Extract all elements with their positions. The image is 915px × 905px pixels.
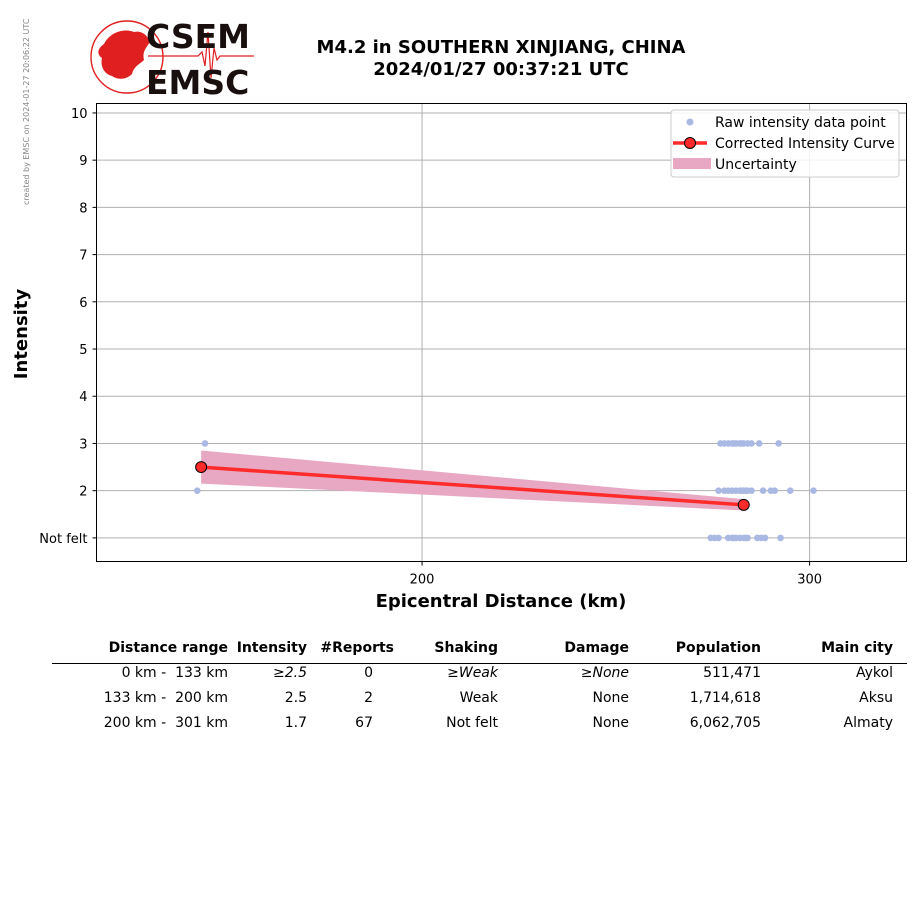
y-tick-label: 8 [79, 201, 87, 216]
cell-shaking: Not felt [446, 715, 498, 731]
cell-range: 200 km - 301 km [103, 715, 228, 731]
header-damage: Damage [564, 640, 629, 656]
logo-bottom-text: EMSC [146, 63, 249, 98]
corrected-curve-point [195, 461, 208, 474]
table-row: 133 km - 200 km 2.5 2 Weak None 1,714,61… [52, 690, 907, 715]
table-header: Distance range Intensity #Reports Shakin… [52, 640, 907, 665]
raw-data-point [748, 487, 755, 494]
y-tick-label: 6 [79, 296, 87, 311]
y-tick-label: 4 [79, 390, 87, 405]
raw-data-point [748, 440, 755, 447]
raw-data-point [761, 534, 769, 542]
corrected-curve-line [201, 465, 744, 507]
y-tick-label: 7 [79, 249, 87, 264]
cell-damage: None [592, 715, 629, 731]
curve-layer [195, 461, 750, 511]
cell-shaking: Weak [459, 690, 498, 706]
y-tick-label: 2 [79, 485, 87, 500]
x-tick-label: 300 [797, 573, 822, 588]
cell-population: 6,062,705 [689, 715, 761, 731]
x-tick-label: 200 [410, 573, 435, 588]
corrected-curve-point [737, 498, 750, 511]
raw-data-point [744, 534, 751, 542]
header-distance-range: Distance range [108, 640, 228, 656]
logo-seismogram [148, 31, 254, 79]
y-tick-label: Not felt [39, 532, 87, 547]
axis-ticks: Not felt 2 3 4 5 6 7 8 9 10 200 300 [39, 107, 822, 588]
table-row: 0 km - 133 km ≥2.5 0 ≥Weak ≥None 511,471… [52, 665, 907, 690]
cell-city: Aykol [856, 665, 893, 681]
legend-curve-label: Corrected Intensity Curve [715, 136, 895, 152]
y-axis-label: Intensity [11, 289, 32, 380]
raw-data-point [771, 487, 779, 494]
raw-points-layer [193, 440, 817, 542]
raw-data-point [759, 487, 767, 494]
cell-damage: None [592, 690, 629, 706]
y-tick-label: 5 [79, 343, 87, 358]
cell-range: 0 km - 133 km [121, 665, 228, 681]
y-tick-label: 10 [71, 107, 88, 122]
chart-title: M4.2 in SOUTHERN XINJIANG, CHINA 2024/01… [300, 37, 702, 81]
legend-curve-marker [684, 137, 696, 149]
cell-city: Aksu [859, 690, 893, 706]
header-intensity: Intensity [236, 640, 307, 656]
header-population: Population [675, 640, 761, 656]
cell-shaking: ≥Weak [447, 665, 498, 681]
intensity-summary-table: Distance range Intensity #Reports Shakin… [52, 640, 907, 740]
title-event: M4.2 in SOUTHERN XINJIANG, CHINA [316, 37, 686, 58]
cell-reports: 67 [355, 715, 373, 731]
legend-raw-marker [686, 118, 694, 126]
raw-data-point [755, 440, 763, 447]
cell-reports: 0 [364, 665, 373, 681]
raw-data-point [786, 487, 794, 494]
header-reports: #Reports [320, 640, 394, 656]
x-axis-label: Epicentral Distance (km) [376, 591, 627, 612]
cell-reports: 2 [364, 690, 373, 706]
raw-data-point [775, 440, 782, 447]
plot-frame [96, 103, 907, 562]
cell-damage: ≥None [580, 665, 629, 681]
legend-band-swatch [673, 158, 711, 169]
y-tick-label: 9 [79, 154, 87, 169]
uncertainty-band [201, 450, 744, 511]
cell-city: Almaty [843, 715, 893, 731]
title-datetime: 2024/01/27 00:37:21 UTC [373, 59, 629, 80]
raw-data-point [715, 487, 722, 494]
raw-data-point [777, 534, 784, 542]
raw-data-point [193, 487, 201, 494]
y-tick-label: 3 [79, 437, 87, 452]
cell-population: 1,714,618 [689, 690, 761, 706]
cell-intensity: ≥2.5 [273, 665, 307, 681]
intensity-chart: Not felt 2 3 4 5 6 7 8 9 10 200 300 Epicentral Dist… [11, 103, 907, 612]
raw-data-point [810, 487, 817, 494]
csem-emsc-logo: CSEM EMSC [90, 18, 254, 98]
cell-intensity: 2.5 [284, 690, 307, 706]
logo-map-shape [98, 30, 150, 79]
cell-range: 133 km - 200 km [103, 690, 228, 706]
table-row: 200 km - 301 km 1.7 67 Not felt None 6,0… [52, 715, 907, 740]
raw-data-point [201, 440, 209, 447]
uncertainty-band-layer [201, 450, 744, 511]
legend: Raw intensity data point Corrected Inten… [670, 109, 900, 178]
legend-band-label: Uncertainty [715, 157, 797, 173]
header-shaking: Shaking [434, 640, 498, 656]
legend-raw-label: Raw intensity data point [715, 115, 886, 131]
legend-box [670, 109, 900, 178]
cell-intensity: 1.7 [284, 715, 307, 731]
raw-data-point [715, 534, 722, 542]
logo-top-text: CSEM [146, 18, 250, 56]
cell-population: 511,471 [703, 665, 761, 681]
header-rule [52, 663, 907, 664]
header-main-city: Main city [821, 640, 893, 656]
